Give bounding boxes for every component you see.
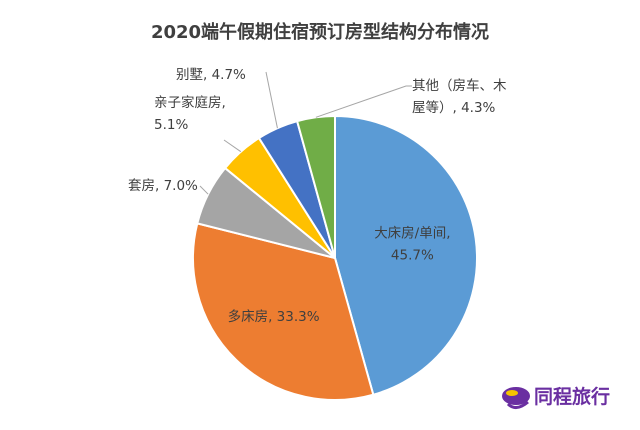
label-line: 套房, 7.0% [128, 178, 198, 194]
tongcheng-logo-icon [502, 387, 530, 409]
leader-line [199, 185, 209, 195]
chart-title: 2020端午假期住宿预订房型结构分布情况 [151, 21, 489, 43]
brand-logo: 同程旅行 [502, 385, 610, 409]
data-labels: 大床房/单间, 45.7% 多床房, 33.3% 套房, 7.0% 亲子家庭房, 5.1%… [128, 67, 507, 325]
label-double-bed: 大床房/单间, 45.7% [374, 225, 450, 263]
leader-line [315, 85, 412, 118]
pie-slices [192, 114, 478, 401]
leader-lines [199, 71, 412, 195]
label-line: 5.1% [154, 117, 188, 133]
label-suite: 套房, 7.0% [128, 178, 198, 194]
slice-multi-bed [192, 222, 375, 401]
label-line: 亲子家庭房, [154, 94, 226, 111]
label-villa: 别墅, 4.7% [176, 67, 246, 83]
label-family-room: 亲子家庭房, 5.1% [154, 94, 226, 133]
label-other: 其他（房车、木屋等）, 4.3% [412, 77, 507, 116]
leader-line [223, 139, 242, 153]
label-line: 其他（房车、木 [412, 77, 507, 94]
slice-double-bed [334, 114, 478, 396]
label-line: 多床房, 33.3% [228, 308, 320, 325]
label-multi-bed: 多床房, 33.3% [228, 308, 320, 325]
label-line: 大床房/单间, [374, 225, 450, 241]
label-line: 45.7% [391, 247, 434, 263]
label-line: 别墅, 4.7% [176, 67, 246, 83]
brand-name: 同程旅行 [534, 385, 610, 408]
label-line: 屋等）, 4.3% [412, 99, 496, 116]
leader-line [265, 71, 278, 129]
